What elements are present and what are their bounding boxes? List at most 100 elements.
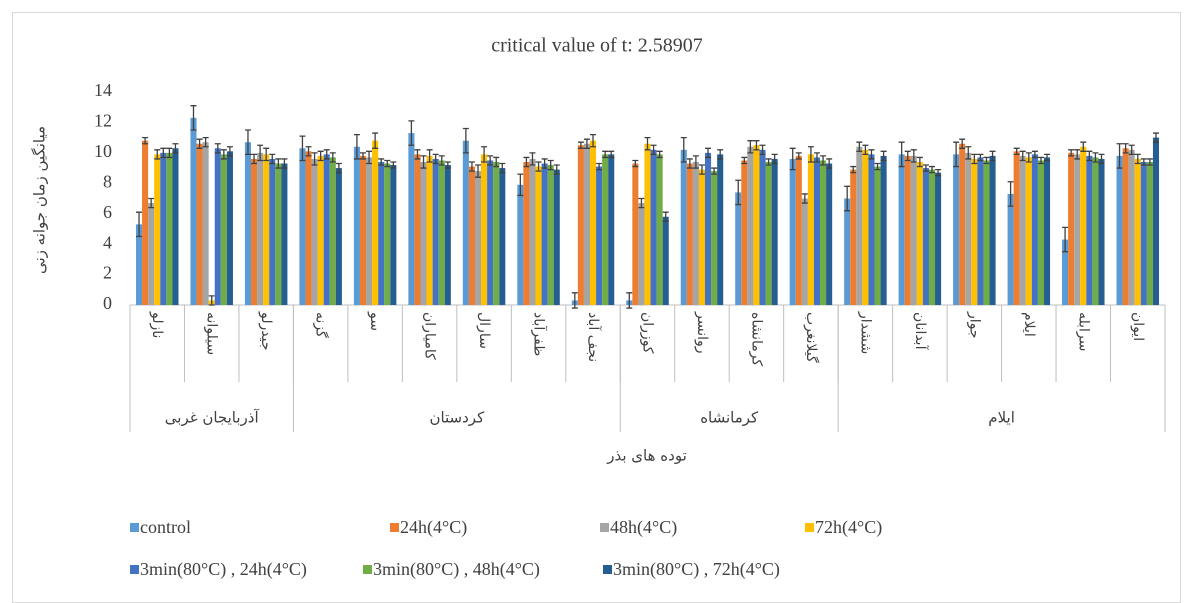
y-tick-label: 10 [94, 141, 112, 161]
error-bar [420, 155, 427, 169]
chart-title: critical value of t: 2.58907 [491, 35, 703, 57]
error-bar [904, 150, 911, 162]
bar [692, 161, 699, 305]
error-bar [1025, 152, 1032, 163]
legend-swatch [390, 523, 399, 532]
x-tick-label: کوزران [640, 312, 656, 354]
bar [1086, 155, 1093, 305]
error-bar [705, 147, 712, 159]
bar [529, 158, 536, 305]
bar [1068, 152, 1075, 305]
bar [214, 148, 221, 305]
error-bar [813, 152, 820, 163]
bar [686, 163, 693, 305]
error-bar [384, 159, 391, 168]
bar [959, 143, 966, 305]
bar [305, 151, 312, 305]
error-bar [862, 144, 869, 156]
error-bar [916, 156, 923, 168]
bar [359, 155, 367, 305]
bar [577, 145, 584, 305]
bar [904, 155, 911, 305]
error-bar [953, 141, 960, 168]
bar [868, 154, 875, 305]
legend-label: control [140, 517, 191, 537]
error-bar [517, 173, 524, 197]
bar [717, 154, 724, 305]
bar [384, 163, 391, 305]
error-bar [650, 144, 657, 156]
error-bar [1044, 153, 1051, 162]
legend-label: 3min(80°C) , 72h(4°C) [613, 559, 780, 580]
error-bar [426, 149, 433, 163]
error-bar [753, 140, 760, 151]
bar [807, 154, 814, 305]
error-bar [644, 136, 651, 151]
x-tick-label: ایلام [1021, 312, 1037, 337]
bar [928, 169, 936, 305]
legend-swatch [363, 565, 372, 574]
bar [462, 140, 469, 305]
error-bar [1080, 141, 1087, 152]
error-bar [868, 149, 875, 160]
bar [553, 169, 560, 305]
error-bar [656, 150, 663, 159]
bar [275, 163, 282, 305]
bar [916, 161, 923, 305]
bar [311, 158, 318, 305]
error-bar [583, 138, 590, 149]
error-bar [493, 156, 500, 168]
bar [535, 166, 542, 305]
error-bar [662, 211, 669, 222]
bar [166, 152, 173, 305]
x-tick-label: گیلانغرب [803, 312, 820, 363]
bar [323, 154, 330, 305]
bar [1043, 157, 1051, 305]
bar [438, 160, 445, 305]
error-bar [1116, 143, 1123, 169]
bar [408, 133, 415, 305]
error-bar [438, 155, 445, 166]
error-bar [801, 193, 808, 204]
bar [541, 163, 548, 305]
error-bar [626, 292, 633, 309]
bar [910, 155, 917, 305]
x-tick-label: ظفرآباد [531, 312, 548, 356]
bar [971, 158, 978, 305]
error-bar [880, 150, 887, 162]
error-bar [1007, 181, 1014, 207]
error-bar [444, 161, 451, 169]
bar [269, 158, 276, 305]
legend-swatch [805, 523, 814, 532]
bar [1152, 137, 1160, 305]
error-bar [632, 159, 639, 168]
error-bar [136, 211, 143, 238]
error-bar [1152, 132, 1159, 143]
y-tick-label: 4 [103, 232, 112, 252]
bar [656, 154, 663, 305]
error-bar [154, 149, 161, 160]
bar [759, 149, 766, 305]
error-bar [366, 150, 373, 165]
error-bar [160, 147, 167, 159]
bar [801, 198, 808, 305]
error-bar [1068, 149, 1075, 157]
bar [414, 154, 421, 305]
error-bar [190, 105, 197, 131]
error-bar [807, 146, 814, 163]
error-bar [759, 144, 766, 156]
error-bar [196, 138, 203, 149]
bar [1092, 157, 1099, 305]
error-bar [735, 179, 742, 206]
error-bar [487, 155, 494, 166]
bar [650, 149, 657, 305]
error-bar [378, 158, 385, 166]
error-bar [898, 141, 905, 168]
error-bar [359, 152, 366, 160]
bar [468, 166, 475, 305]
error-bar [305, 146, 312, 157]
error-bar [275, 158, 282, 169]
bar [329, 157, 336, 305]
error-bar [214, 143, 221, 154]
error-bar [202, 136, 209, 148]
